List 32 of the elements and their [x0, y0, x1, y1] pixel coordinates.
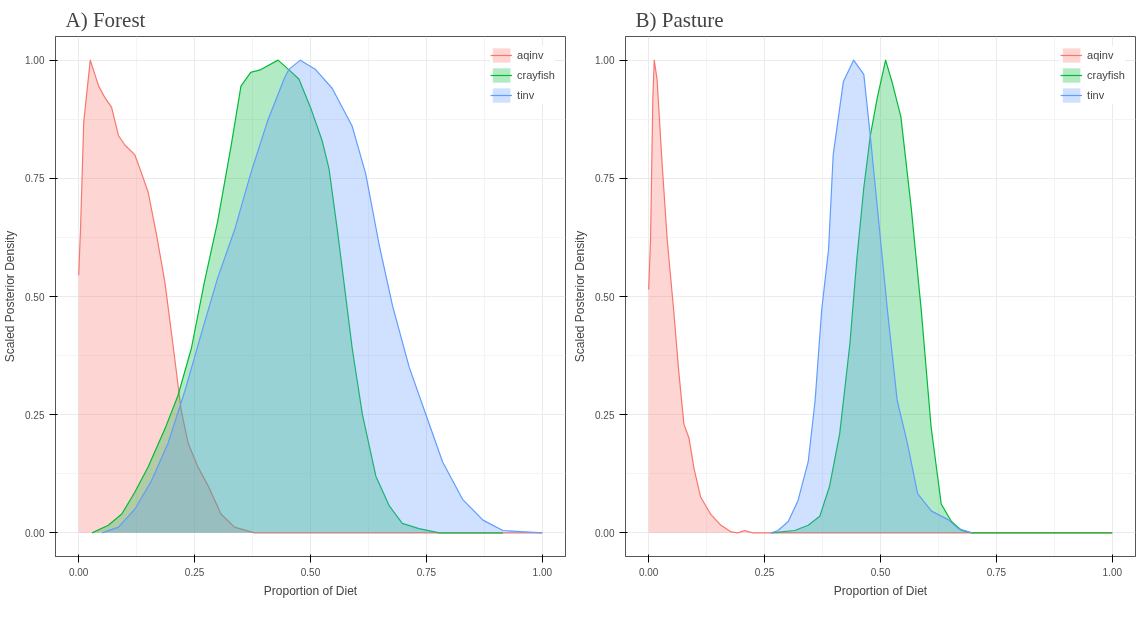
y-tick-label: 1.00: [25, 55, 45, 67]
legend-label: crayfish: [1087, 69, 1125, 81]
chart-title: A) Forest: [65, 7, 146, 32]
x-tick-label: 0.25: [184, 566, 205, 578]
y-tick-label: 0.25: [595, 409, 615, 421]
y-tick-label: 0.75: [25, 173, 45, 185]
x-tick-label: 1.00: [532, 566, 553, 578]
x-axis-title: Proportion of Diet: [263, 583, 358, 598]
x-tick-label: 0.75: [986, 566, 1007, 578]
x-axis-title: Proportion of Diet: [833, 583, 928, 598]
y-tick-label: 0.00: [595, 527, 615, 539]
y-tick-label: 0.50: [25, 291, 45, 303]
x-tick-label: 0.25: [754, 566, 775, 578]
legend-label: tinv: [1087, 89, 1106, 101]
x-tick-label: 0.50: [300, 566, 321, 578]
x-tick-label: 0.75: [416, 566, 437, 578]
y-axis-title: Scaled Posterior Density: [573, 230, 588, 363]
y-tick-label: 1.00: [595, 55, 615, 67]
x-tick-label: 0.00: [638, 566, 659, 578]
y-tick-label: 0.50: [595, 291, 615, 303]
y-tick-label: 0.25: [25, 409, 45, 421]
y-tick-label: 0.00: [25, 527, 45, 539]
x-tick-label: 0.50: [870, 566, 891, 578]
legend-label: crayfish: [517, 69, 555, 81]
chart-title: B) Pasture: [635, 7, 724, 32]
x-tick-label: 0.00: [68, 566, 89, 578]
legend-label: aqinv: [517, 49, 544, 61]
legend-label: aqinv: [1087, 49, 1114, 61]
legend-label: tinv: [517, 89, 536, 101]
y-tick-label: 0.75: [595, 173, 615, 185]
y-axis-title: Scaled Posterior Density: [3, 230, 18, 363]
x-tick-label: 1.00: [1102, 566, 1123, 578]
